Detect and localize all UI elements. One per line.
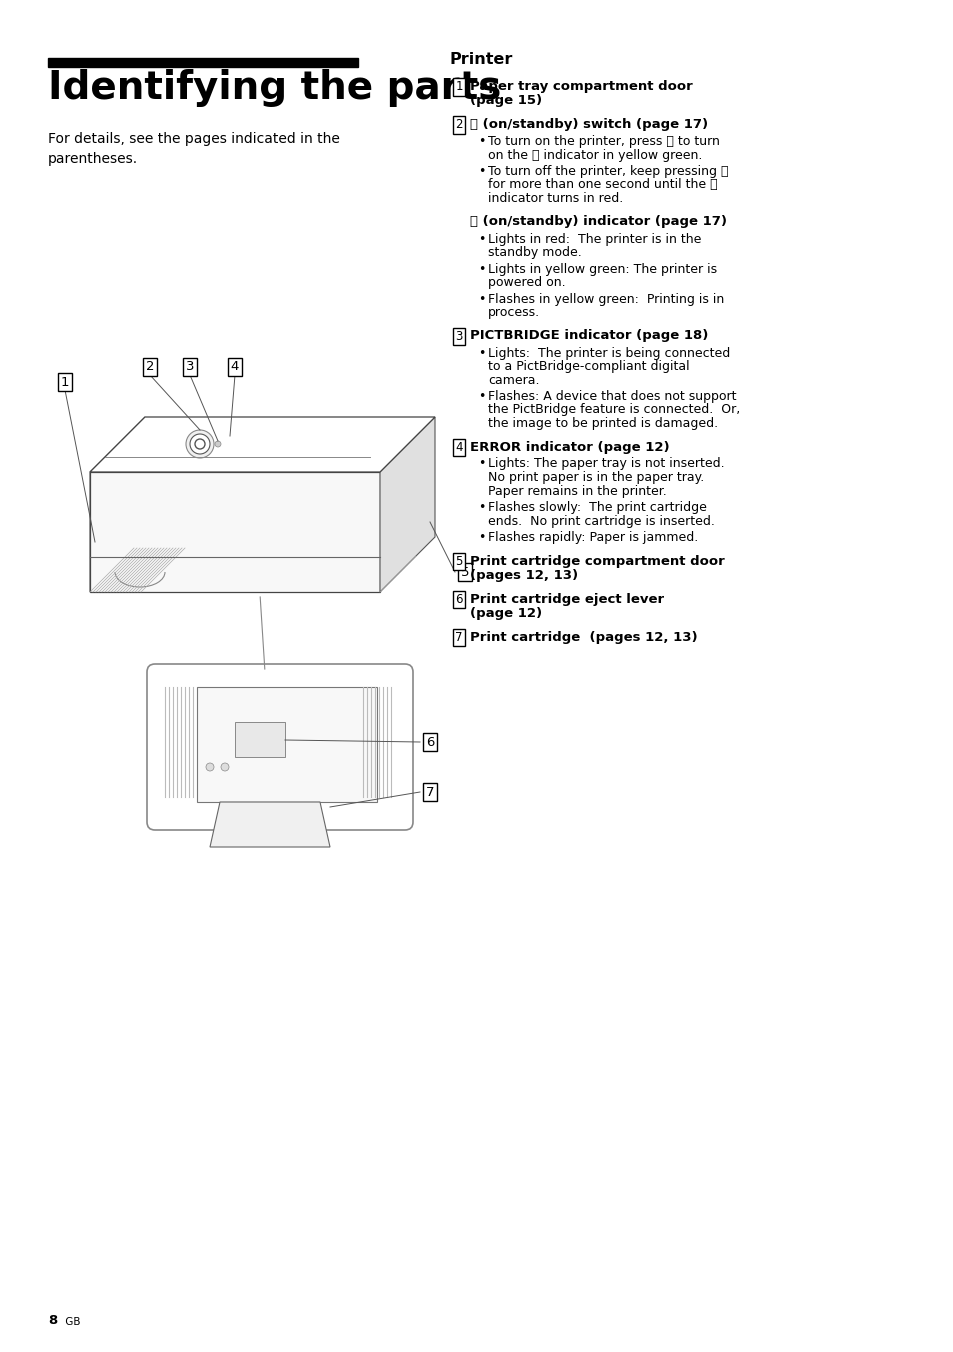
Text: •: • [477,262,485,276]
Text: powered on.: powered on. [488,276,565,289]
Text: camera.: camera. [488,373,539,387]
Text: ⓨ (on/standby) indicator (page 17): ⓨ (on/standby) indicator (page 17) [470,215,726,228]
Text: 8: 8 [48,1314,57,1328]
Text: ⓨ (on/standby) switch (page 17): ⓨ (on/standby) switch (page 17) [470,118,707,131]
Text: Flashes: A device that does not support: Flashes: A device that does not support [488,389,736,403]
Text: (page 12): (page 12) [470,607,541,619]
Text: ends.  No print cartridge is inserted.: ends. No print cartridge is inserted. [488,515,714,527]
Text: Print cartridge compartment door: Print cartridge compartment door [470,554,724,568]
Text: 7: 7 [455,631,462,644]
Text: •: • [477,389,485,403]
Text: Printer: Printer [450,51,513,68]
Polygon shape [90,416,145,592]
Text: the image to be printed is damaged.: the image to be printed is damaged. [488,416,718,430]
Polygon shape [90,416,435,472]
Polygon shape [90,472,379,592]
Text: 1: 1 [455,81,462,93]
Text: standby mode.: standby mode. [488,246,581,260]
Text: •: • [477,457,485,470]
Text: 5: 5 [455,556,462,568]
Text: Lights: The paper tray is not inserted.: Lights: The paper tray is not inserted. [488,457,724,470]
Text: •: • [477,502,485,514]
Text: 5: 5 [460,565,469,579]
Text: •: • [477,531,485,544]
Bar [234,722,285,757]
Text: Lights in yellow green: The printer is: Lights in yellow green: The printer is [488,262,717,276]
Text: •: • [477,233,485,246]
Text: 3: 3 [186,361,194,373]
Text: 6: 6 [455,594,462,606]
Text: 6: 6 [425,735,434,749]
Circle shape [221,763,229,771]
Text: •: • [477,165,485,178]
Text: 2: 2 [455,119,462,131]
Text: PICTBRIDGE indicator (page 18): PICTBRIDGE indicator (page 18) [470,330,708,342]
Bar [196,687,376,802]
Text: 4: 4 [231,361,239,373]
Text: •: • [477,346,485,360]
Text: •: • [477,135,485,147]
Text: on the ⓨ indicator in yellow green.: on the ⓨ indicator in yellow green. [488,149,701,161]
Text: indicator turns in red.: indicator turns in red. [488,192,622,206]
Text: for more than one second until the ⓨ: for more than one second until the ⓨ [488,178,717,192]
Text: process.: process. [488,306,539,319]
Text: 7: 7 [425,786,434,799]
Text: to a PictBridge-compliant digital: to a PictBridge-compliant digital [488,360,689,373]
Text: GB: GB [62,1317,80,1328]
Text: ERROR indicator (page 12): ERROR indicator (page 12) [470,441,669,453]
Text: To turn on the printer, press ⓨ to turn: To turn on the printer, press ⓨ to turn [488,135,720,147]
Text: Lights in red:  The printer is in the: Lights in red: The printer is in the [488,233,700,246]
Bar [48,58,357,68]
Text: Identifying the parts: Identifying the parts [48,69,501,107]
Text: 3: 3 [455,330,462,343]
Text: Print cartridge eject lever: Print cartridge eject lever [470,592,663,606]
Text: •: • [477,292,485,306]
Text: Flashes in yellow green:  Printing is in: Flashes in yellow green: Printing is in [488,292,723,306]
Text: Paper remains in the printer.: Paper remains in the printer. [488,484,666,498]
Polygon shape [379,416,435,592]
FancyBboxPatch shape [147,664,413,830]
Text: (pages 12, 13): (pages 12, 13) [470,568,578,581]
Text: No print paper is in the paper tray.: No print paper is in the paper tray. [488,470,703,484]
Text: To turn off the printer, keep pressing ⓨ: To turn off the printer, keep pressing ⓨ [488,165,728,178]
Text: 4: 4 [455,441,462,454]
Text: the PictBridge feature is connected.  Or,: the PictBridge feature is connected. Or, [488,403,740,416]
Circle shape [206,763,213,771]
Circle shape [190,434,210,454]
Text: Flashes rapidly: Paper is jammed.: Flashes rapidly: Paper is jammed. [488,531,698,544]
Text: (page 15): (page 15) [470,95,541,107]
Circle shape [186,430,213,458]
Text: Paper tray compartment door: Paper tray compartment door [470,80,692,93]
Text: 2: 2 [146,361,154,373]
Text: Lights:  The printer is being connected: Lights: The printer is being connected [488,346,729,360]
Text: Print cartridge  (pages 12, 13): Print cartridge (pages 12, 13) [470,630,697,644]
Text: 1: 1 [61,376,70,388]
Circle shape [214,441,221,448]
Polygon shape [210,802,330,846]
Text: Flashes slowly:  The print cartridge: Flashes slowly: The print cartridge [488,502,706,514]
Text: For details, see the pages indicated in the
parentheses.: For details, see the pages indicated in … [48,132,339,165]
